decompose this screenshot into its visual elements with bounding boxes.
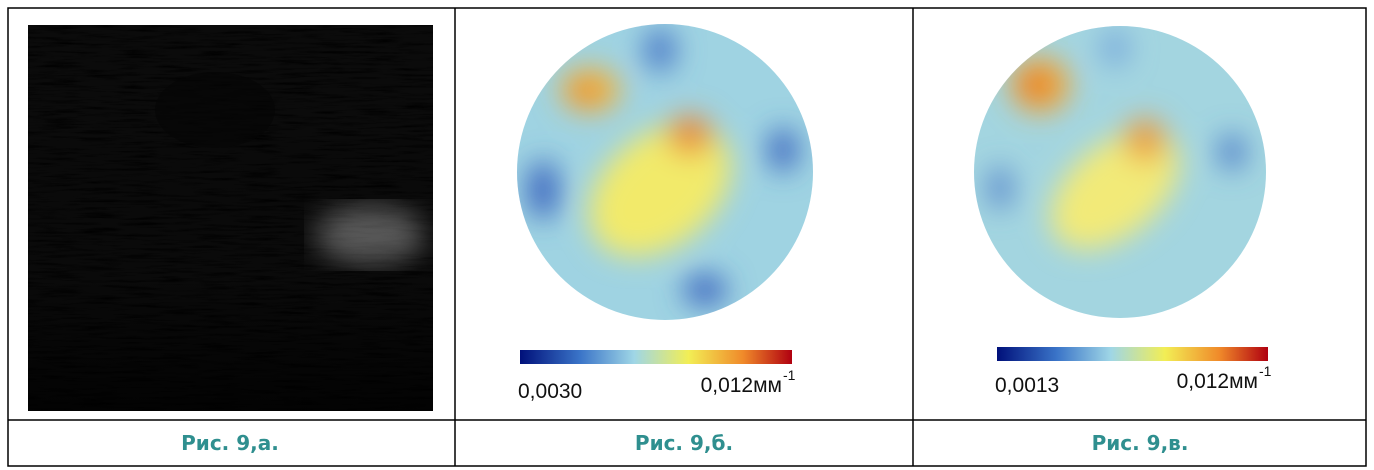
colorbar-max: 0,012мм — [1177, 370, 1258, 393]
caption: Рис. 9,а. — [181, 431, 279, 455]
colorbar — [997, 347, 1268, 361]
page: {"panels": [ {"caption": "Рис. 9,а."}, {… — [0, 0, 1374, 470]
colorbar-min: 0,0030 — [518, 380, 582, 403]
colorbar-exponent: -1 — [1259, 363, 1272, 379]
colorbar-exponent: -1 — [783, 367, 796, 383]
colorbar-max: 0,012мм — [701, 374, 782, 397]
figure: 0,0030 0,012мм -1 0,0013 0,012мм -1 Рис.… — [0, 0, 1374, 470]
colorbar — [520, 350, 792, 364]
caption: Рис. 9,б. — [635, 431, 733, 455]
ultrasound-image — [28, 25, 433, 411]
tomogram-c — [965, 20, 1275, 330]
caption: Рис. 9,в. — [1092, 431, 1189, 455]
tomogram-b — [510, 20, 820, 330]
colorbar-min: 0,0013 — [995, 374, 1059, 397]
